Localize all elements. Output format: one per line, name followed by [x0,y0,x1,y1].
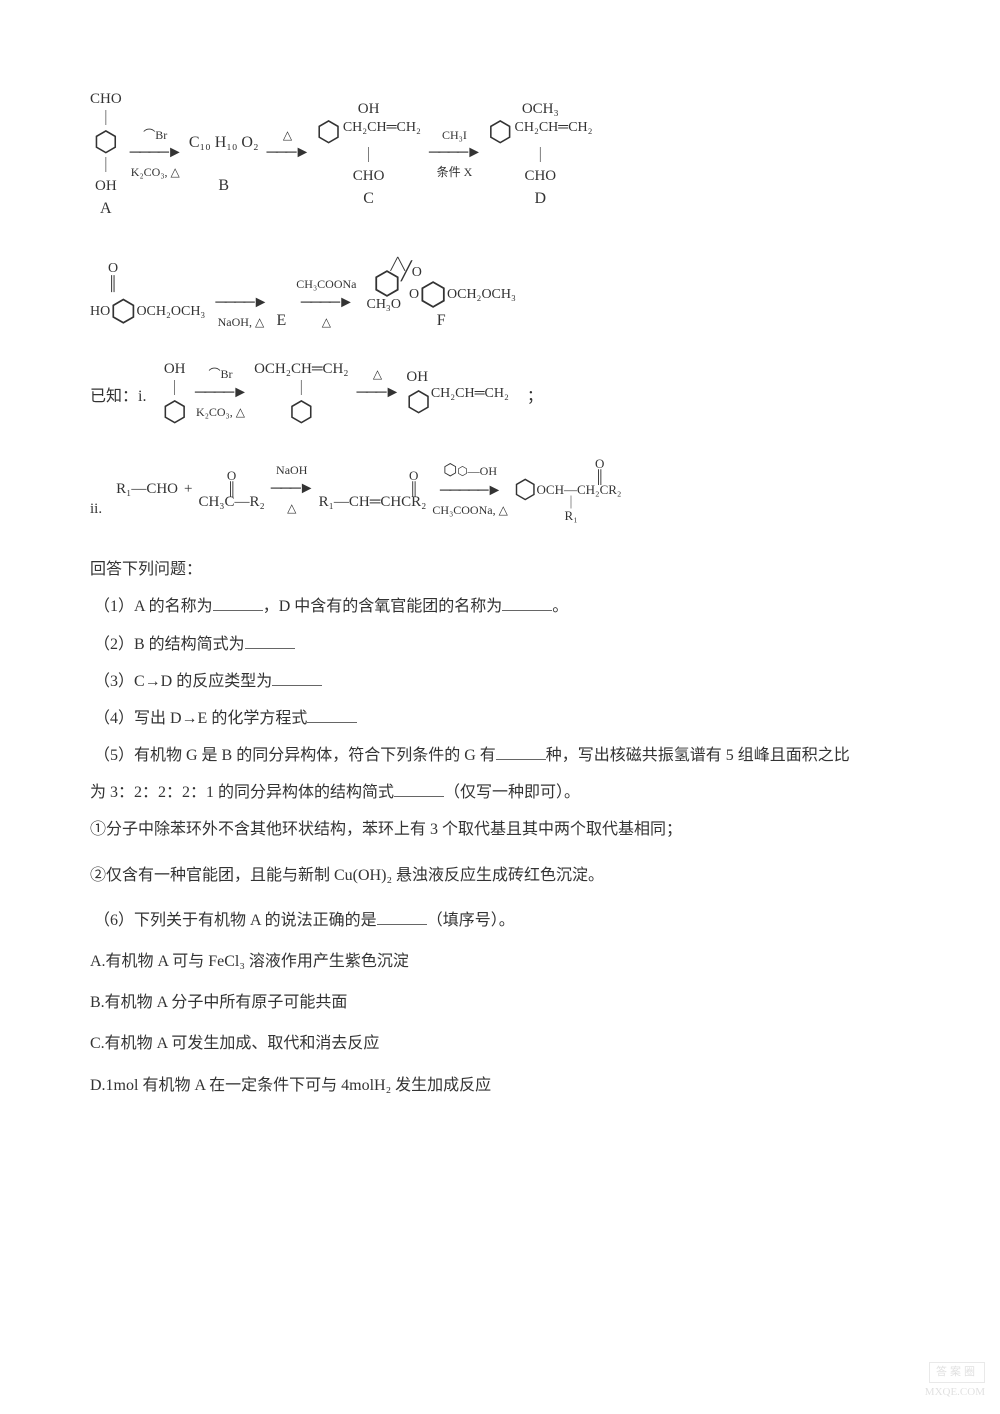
arrow-A-to-B: ⌒Br ────► K₂CO₃, △ [130,128,181,181]
option-A: A.有机物 A 可与 FeCl₃ 溶液作用产生紫色沉淀 [90,944,920,979]
watermark: 答案圈 MXQE.COM [925,1362,985,1399]
arrow-icon: ────► [130,143,181,164]
arrow-known-1: ⌒Br ────► K₂CO₃, △ [195,367,246,420]
benzene-ring-icon: ⬡ [419,282,447,308]
known-label-ii: ii. [90,501,102,518]
blank-D-groups[interactable] [502,595,552,611]
known-label-i: 已知：i. [90,382,146,406]
question-2: （2）B 的结构简式为 [90,627,920,662]
compound-C: OH ⬡ CH₂CH═CH₂ ｜ CHO C [316,100,420,209]
watermark-box: 答案圈 [929,1362,985,1382]
arrow-start-to-E: ────► NaOH, △ [215,277,266,330]
A-bottom-group: OH [95,177,117,197]
ortho-allyl-phenol: OH ⬡ CH₂CH═CH₂ [406,368,508,420]
scheme1-row: CHO ｜ ⬡ ｜ OH A ⌒Br ────► K₂CO₃, △ C₁₀ H₁… [90,90,920,218]
option-C: C.有机物 A 可发生加成、取代和消去反应 [90,1026,920,1061]
A-top-group: CHO [90,90,122,110]
arrow-known-2: △ ───► [357,367,399,420]
arrow-C-to-D: CH₃I ────► 条件 X [429,128,480,181]
option-B: B.有机物 A 分子中所有原子可能共面 [90,985,920,1020]
methyl-ketone: CH₃C—R₂ [198,495,264,510]
benzene-ring-icon: ⬡ [488,119,512,147]
reaction-scheme-1: CHO ｜ ⬡ ｜ OH A ⌒Br ────► K₂CO₃, △ C₁₀ H₁… [90,90,920,218]
phenol: OH ｜ ⬡ [162,360,186,427]
question-intro: 回答下列问题： [90,552,920,587]
arrow-icon: ───► [357,383,399,404]
condition-2: ②仅含有一种官能团，且能与新制 Cu(OH)₂ 悬浊液反应生成砖红色沉淀。 [90,858,920,893]
B-formula: C₁₀ H₁₀ O₂ [189,134,259,152]
D-side-group: CH₂CH═CH₂ [515,119,593,137]
arrow-known-ii-1: NaOH ───► △ [271,463,313,516]
blank-isomer-structure[interactable] [394,781,444,797]
benzene-ring-icon: ⬡ [289,399,313,427]
arrow-icon: ───► [267,143,309,164]
question-block: 回答下列问题： （1）A 的名称为，D 中含有的含氧官能团的名称为。 （2）B … [90,552,920,1103]
blank-B-structure[interactable] [245,633,295,649]
blank-G-count[interactable] [496,744,546,760]
scheme2-start-compound: O ║ HO ⬡ OCH₂OCH₃ [90,261,205,331]
arrow-B-to-C: △ ───► [267,128,309,181]
compound-A: CHO ｜ ⬡ ｜ OH A [90,90,122,218]
benzene-ring-icon: ⬡ [406,386,430,420]
label-F: F [437,312,446,330]
C-side-group: CH₂CH═CH₂ [343,119,421,137]
reaction-scheme-2: O ║ HO ⬡ OCH₂OCH₃ ────► NaOH, △ E CH₃COO… [90,258,920,330]
blank-DE-equation[interactable] [307,707,357,723]
question-3: （3）C→D 的反应类型为 [90,664,920,699]
arrow-icon: ────► [195,383,246,404]
arrow-icon: ────► [301,293,352,314]
condition-1: ①分子中除苯环外不含其他环状结构，苯环上有 3 个取代基且其中两个取代基相同； [90,812,920,847]
r1-cho: R₁—CHO [116,481,178,498]
watermark-url: MXQE.COM [925,1386,985,1398]
benzene-ring-icon: ⬡ [514,475,537,505]
arrow-icon: ────► [215,293,266,314]
arrow-E-to-F: CH₃COONa ────► △ [296,277,356,330]
benzene-ring-icon: ⬡ [110,294,136,330]
benzene-ring-icon: ⬡ [373,271,401,297]
blank-A-name[interactable] [213,595,263,611]
question-1: （1）A 的名称为，D 中含有的含氧官能团的名称为。 [90,589,920,624]
label-E: E [277,312,287,330]
compound-B: C₁₀ H₁₀ O₂ B [189,113,259,195]
C-bottom-group: CHO [353,167,385,187]
D-top-group: OCH₃ [522,100,559,120]
benzene-ring-icon: ⬡ [94,129,118,157]
question-5-cont: 为 3：2：2：2：1 的同分异构体的结构简式（仅写一种即可）。 [90,775,920,810]
arrow-icon: ────► [429,143,480,164]
question-6: （6）下列关于有机物 A 的说法正确的是（填序号）。 [90,903,920,938]
known-reaction-ii: ii. R₁—CHO + O ║ CH₃C—R₂ NaOH ───► △ O ║… [90,457,920,522]
label-D: D [535,190,547,208]
label-C: C [363,190,374,208]
C-top-group: OH [358,100,380,120]
blank-q6-answer[interactable] [377,909,427,925]
blank-CD-rxn-type[interactable] [272,670,322,686]
product-chain: OCH—CH₂CR₂ [537,483,622,496]
question-5: （5）有机物 G 是 B 的同分异构体，符合下列条件的 G 有种，写出核磁共振氢… [90,738,920,773]
arrow-known-ii-2: ⬡⬡—OH ─────► CH₃COONa, △ [432,461,507,519]
label-B: B [218,177,229,195]
D-bottom-group: CHO [524,167,556,187]
option-D: D.1mol 有机物 A 在一定条件下可与 4molH₂ 发生加成反应 [90,1068,920,1103]
benzene-ring-icon: ⬡ [162,399,186,427]
enone: R₁—CH═CHCR₂ [319,495,427,510]
arrow-icon: ───► [271,479,313,500]
benzene-ring-icon: ⬡ [316,119,340,147]
question-4: （4）写出 D→E 的化学方程式 [90,701,920,736]
compound-F: ╱╲ ⬡ CH₃O ╱ O O ⬡ OCH₂OCH₃ [366,258,515,330]
label-A: A [100,200,112,218]
compound-D: OCH₃ ⬡ CH₂CH═CH₂ ｜ CHO D [488,100,592,209]
allyl-phenyl-ether: OCH₂CH═CH₂ ｜ ⬡ [254,360,348,427]
arrow-icon: ─────► [440,481,501,502]
known-reaction-i: 已知：i. OH ｜ ⬡ ⌒Br ────► K₂CO₃, △ OCH₂CH═C… [90,360,920,427]
